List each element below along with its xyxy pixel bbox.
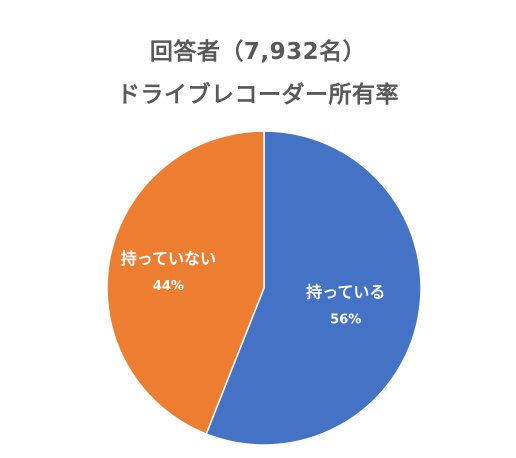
slice-value-label: 44% — [153, 279, 184, 294]
pie-slice — [205, 130, 422, 446]
slice-category-label: 持っていない — [121, 249, 216, 268]
slice-value-label: 56% — [330, 313, 361, 328]
slice-category-label: 持っている — [306, 283, 385, 302]
chart-title-line-1: 回答者（7,932名） — [149, 39, 367, 65]
pie-slice — [106, 130, 265, 435]
chart-title-line-2: ドライブレコーダー所有率 — [117, 82, 399, 108]
